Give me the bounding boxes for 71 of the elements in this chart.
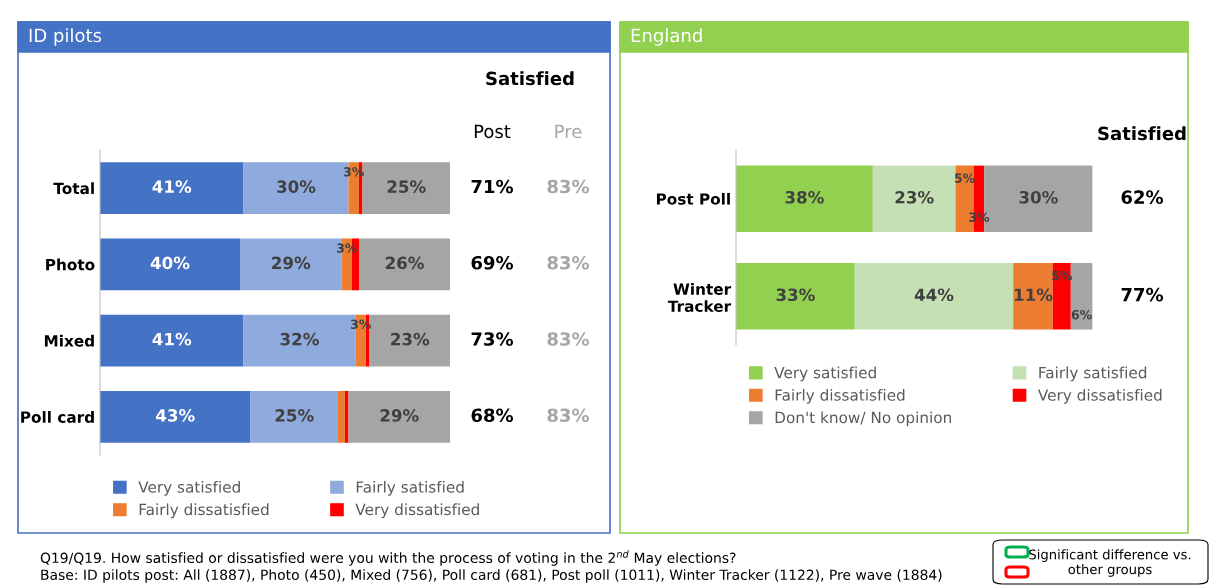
data-label: 3% — [969, 212, 990, 222]
data-label: 11% — [1014, 288, 1053, 302]
bar — [359, 238, 450, 291]
bar — [1052, 263, 1071, 330]
y-tick-label: Mixed — [44, 334, 94, 347]
legend-label: Very satisfied — [774, 366, 876, 382]
data-label: 40% — [150, 256, 190, 270]
data-label: 43% — [156, 409, 195, 422]
data-label: 25% — [387, 180, 426, 193]
bar — [854, 263, 1014, 330]
y-tick-label: Winter Tracker — [667, 283, 732, 312]
bar — [100, 314, 244, 367]
data-label: 29% — [380, 409, 419, 422]
data-label: 26% — [385, 256, 424, 270]
text: 62% — [1121, 190, 1164, 204]
text: 71% — [471, 179, 514, 194]
data-label: 30% — [277, 180, 316, 193]
legend-label: Don't know/ No opinion — [775, 411, 951, 427]
data-label: 32% — [280, 332, 319, 346]
text: Q19/Q19. How satisfied or dissatisfied were you with the process of voting in the 2$^{nd}$ May elections? — [40, 550, 736, 566]
y-tick-label: Total — [53, 182, 94, 195]
text: Post — [474, 124, 511, 139]
text: 83% — [547, 332, 590, 346]
data-label: 44% — [914, 288, 954, 302]
bar — [100, 390, 251, 443]
y-tick-label: Post Poll — [656, 192, 730, 205]
legend-label: Very dissatisfied — [355, 503, 479, 519]
data-label: 23% — [391, 332, 430, 346]
legend-label: Fairly dissatisfied — [139, 503, 269, 519]
chart-title: ID pilots — [29, 28, 102, 46]
text: Satisfied — [1098, 126, 1186, 141]
legend-label: Fairly satisfied — [1039, 366, 1147, 382]
data-label: 25% — [275, 409, 314, 422]
bar — [872, 165, 956, 232]
bar — [369, 314, 450, 367]
bar — [250, 390, 338, 443]
text: Base: ID pilots post: All (1887), Photo (450), Mixed (756), Poll card (681), Post poll (1011), Winter Tracker (1122), Pre wave (1884) — [41, 569, 942, 583]
data-label: 30% — [1019, 190, 1058, 204]
chart-title: England — [631, 28, 702, 46]
y-tick-label: Photo — [46, 258, 95, 271]
legend-label: Fairly satisfied — [356, 480, 464, 496]
data-label: 41% — [152, 332, 192, 346]
text: 69% — [471, 255, 514, 270]
text: 83% — [547, 255, 590, 270]
text: 73% — [471, 332, 514, 346]
text: 68% — [471, 408, 514, 423]
bar — [100, 238, 240, 291]
text: 83% — [547, 179, 590, 194]
text: Pre — [555, 124, 582, 139]
bar — [1013, 263, 1053, 330]
bar — [736, 165, 873, 232]
data-label: 41% — [152, 180, 192, 193]
legend-label: Very satisfied — [138, 480, 240, 496]
bar — [362, 162, 450, 215]
legend-label: Fairly dissatisfied — [775, 388, 905, 404]
data-label: 33% — [776, 288, 815, 302]
text: 77% — [1121, 287, 1164, 302]
data-label: 29% — [272, 256, 311, 270]
text: Significant difference vs. other groups — [1029, 549, 1191, 577]
legend-label: Very dissatisfied — [1037, 388, 1162, 404]
bar — [736, 263, 855, 330]
bar — [338, 390, 345, 443]
data-label: 38% — [785, 190, 824, 204]
y-tick-label: Poll card — [21, 411, 94, 423]
bar — [100, 162, 244, 215]
data-label: 6% — [1071, 309, 1092, 320]
data-label: 23% — [895, 190, 934, 204]
text: 83% — [547, 408, 590, 423]
bar — [348, 390, 450, 443]
bar — [1070, 263, 1093, 330]
text: Satisfied — [486, 71, 574, 86]
